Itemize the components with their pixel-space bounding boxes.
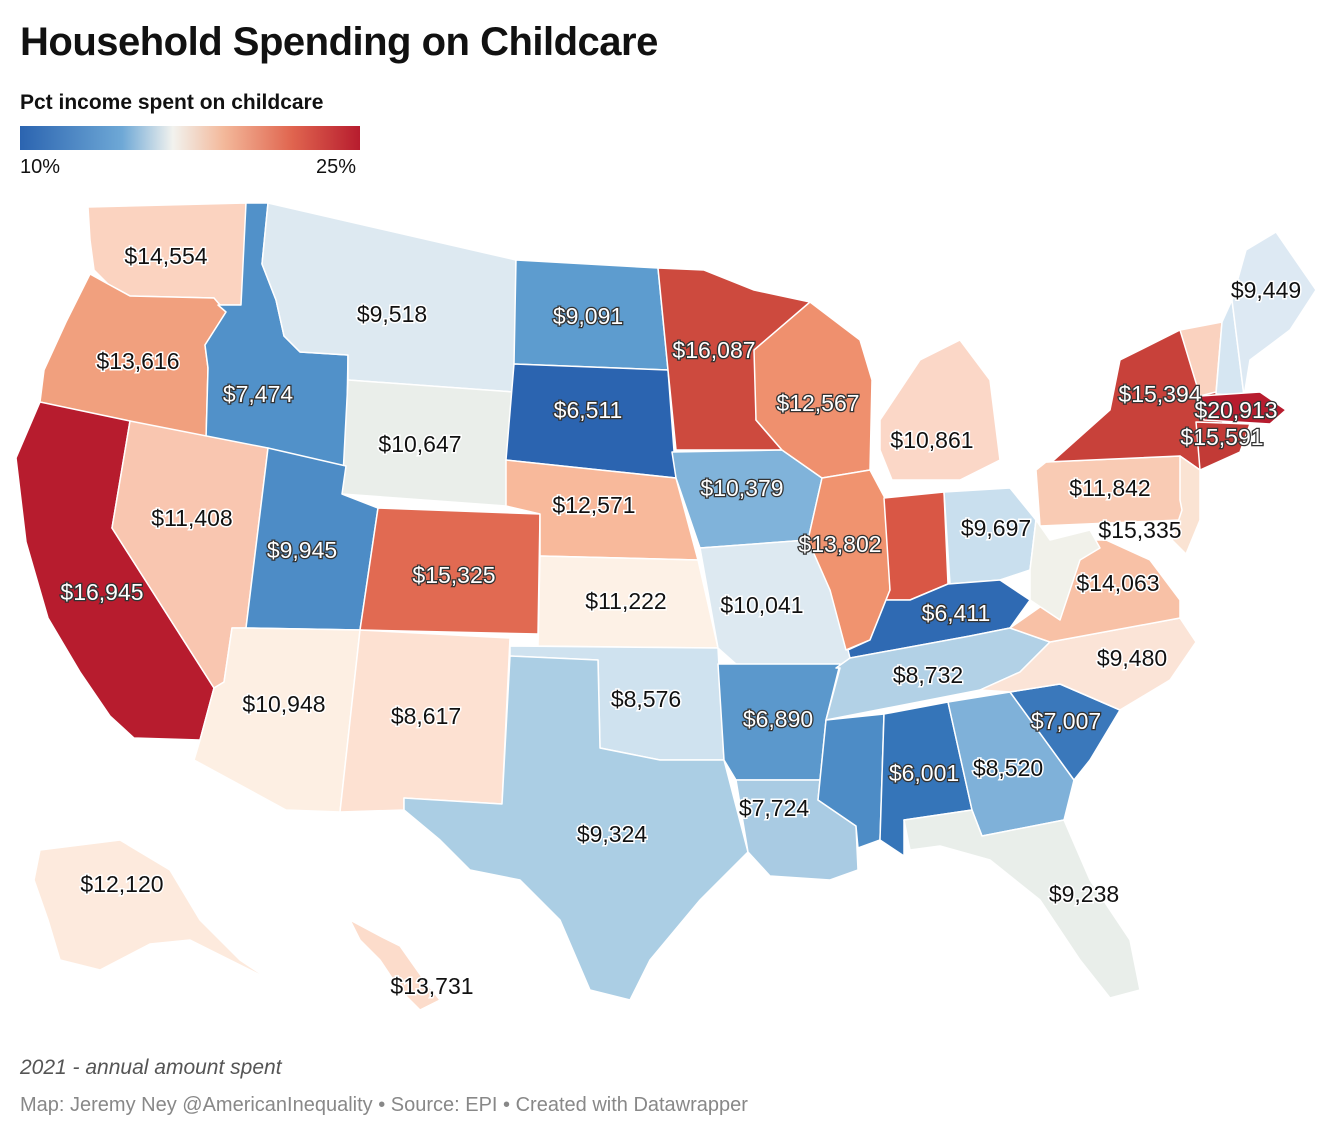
state-value-label-tn: $8,732 <box>893 662 963 688</box>
state-value-label-ca: $16,945 <box>60 579 143 605</box>
state-value-label-al: $6,001 <box>889 760 959 786</box>
state-value-label-oh: $9,697 <box>961 515 1031 541</box>
map-title: Household Spending on Childcare <box>20 20 658 64</box>
state-fl[interactable] <box>903 809 1141 999</box>
state-value-label-il: $13,802 <box>798 531 881 557</box>
legend-title: Pct income spent on childcare <box>20 91 324 114</box>
state-ma[interactable] <box>1199 391 1287 425</box>
state-value-label-az: $10,948 <box>242 691 325 717</box>
state-value-label-wi: $12,567 <box>776 390 859 416</box>
state-value-label-ok: $8,576 <box>611 686 681 712</box>
state-value-label-fl: $9,238 <box>1049 881 1119 907</box>
state-value-label-co: $15,325 <box>412 562 495 588</box>
state-value-label-wa: $14,554 <box>124 243 207 269</box>
state-value-label-nj: $15,335 <box>1098 517 1181 543</box>
us-choropleth-map: $14,554 $13,616 $16,945 $7,474 $11,408 $9,518… <box>15 202 1317 1011</box>
state-value-label-wy: $10,647 <box>378 431 461 457</box>
state-hi[interactable] <box>349 919 441 1011</box>
state-value-label-ky: $6,411 <box>922 600 991 626</box>
state-value-label-va: $14,063 <box>1076 570 1159 596</box>
state-value-label-mn: $16,087 <box>672 337 755 363</box>
state-value-label-ks: $11,222 <box>585 588 666 614</box>
state-value-label-nm: $8,617 <box>391 703 461 729</box>
state-value-label-nd: $9,091 <box>553 303 623 329</box>
state-value-label-ut: $9,945 <box>267 537 337 563</box>
state-value-label-mt: $9,518 <box>357 301 427 327</box>
state-value-labels: $14,554 $13,616 $16,945 $7,474 $11,408 $9,518… <box>59 242 1303 1001</box>
state-value-label-mi: $10,861 <box>890 427 973 453</box>
state-value-label-pa: $11,842 <box>1069 475 1150 501</box>
state-nc[interactable] <box>979 617 1197 711</box>
state-value-label-ny: $15,394 <box>1118 381 1201 407</box>
legend-min-label: 10% <box>20 156 61 178</box>
state-nj[interactable] <box>1171 455 1201 555</box>
state-value-label-ma: $20,913 <box>1194 397 1277 423</box>
state-value-label-hi: $13,731 <box>390 973 473 999</box>
source-line: Map: Jeremy Ney @AmericanInequality • So… <box>20 1094 748 1116</box>
state-value-label-ar: $6,890 <box>743 706 813 732</box>
state-value-label-me: $9,449 <box>1231 277 1301 303</box>
chart-note: 2021 - annual amount spent <box>20 1056 282 1079</box>
state-value-label-sd: $6,511 <box>554 397 623 423</box>
state-value-label-ia: $10,379 <box>700 475 783 501</box>
state-value-label-ct: $15,591 <box>1180 424 1263 450</box>
state-value-label-mo: $10,041 <box>720 592 803 618</box>
state-value-label-tx: $9,324 <box>577 821 648 847</box>
state-ct[interactable] <box>1195 421 1251 471</box>
state-value-label-la: $7,724 <box>739 795 810 821</box>
legend-max-label: 25% <box>316 156 357 178</box>
state-in[interactable] <box>883 491 949 601</box>
state-tx[interactable] <box>403 655 749 1001</box>
state-value-label-ga: $8,520 <box>973 755 1043 781</box>
state-value-label-ne: $12,571 <box>552 492 635 518</box>
state-value-label-ak: $12,120 <box>80 871 163 897</box>
state-value-label-sc: $7,007 <box>1031 708 1101 734</box>
state-value-label-or: $13,616 <box>96 348 179 374</box>
state-ak[interactable] <box>33 839 271 981</box>
state-value-label-nc: $9,480 <box>1097 645 1167 671</box>
state-value-label-nv: $11,408 <box>151 505 232 531</box>
state-value-label-id: $7,474 <box>223 381 294 407</box>
state-me[interactable] <box>1231 231 1317 397</box>
state-shapes <box>15 202 1317 1011</box>
state-mi[interactable] <box>879 339 1001 481</box>
color-legend-bar <box>20 126 360 150</box>
